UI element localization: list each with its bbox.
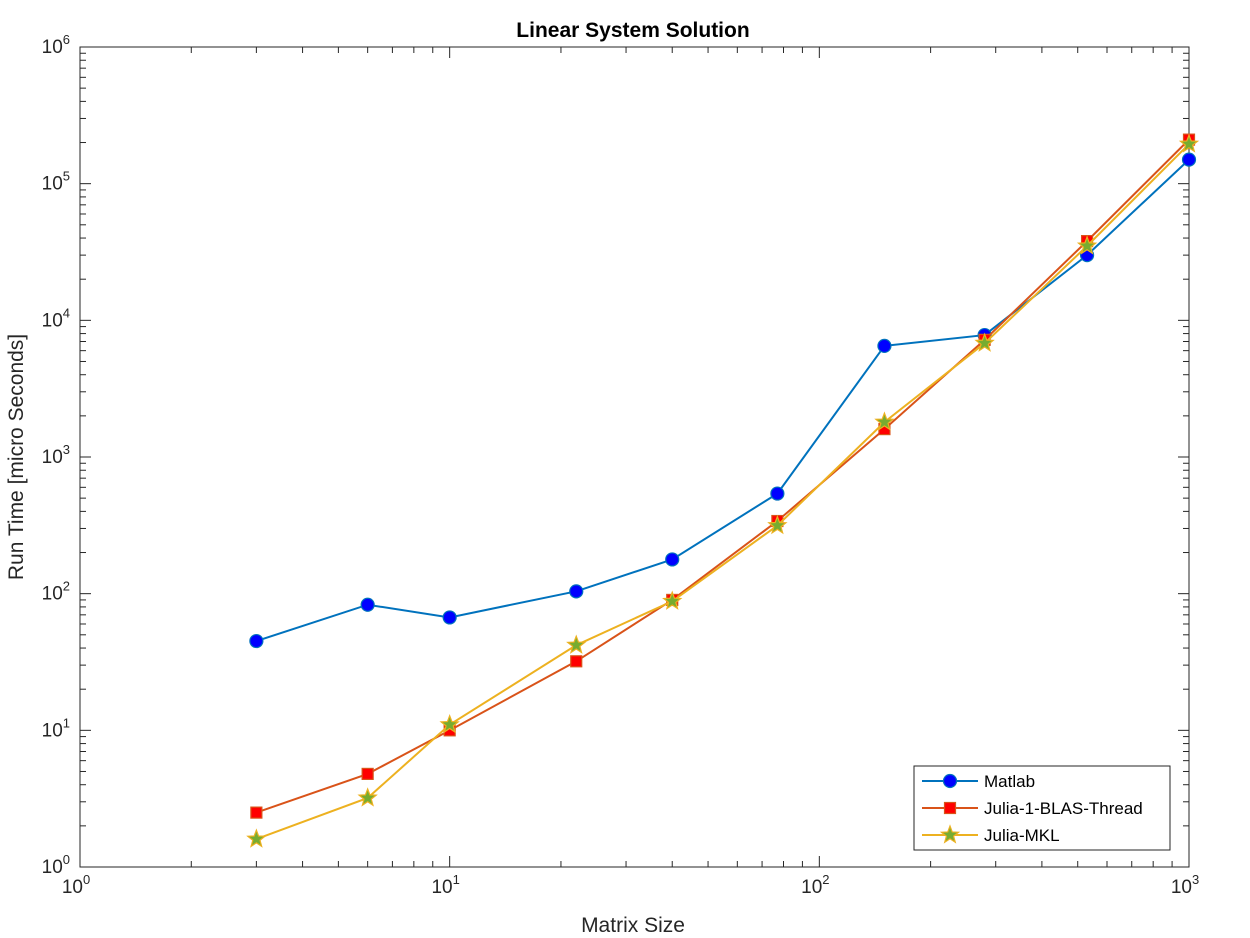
y-tick-label: 103	[42, 442, 70, 468]
x-tick-label: 103	[1171, 872, 1199, 898]
series-line	[256, 138, 1190, 814]
data-point	[1178, 133, 1200, 153]
y-tick-label: 102	[42, 579, 70, 605]
series-group	[246, 133, 1200, 848]
legend: Matlab Julia-1-BLAS-Thread Julia-MKL	[913, 765, 1171, 851]
legend-entry: Julia-1-BLAS-Thread	[984, 799, 1143, 818]
legend-entry: Matlab	[984, 772, 1035, 791]
data-point	[357, 787, 378, 807]
data-point	[570, 655, 583, 668]
chart-title: Linear System Solution	[516, 19, 749, 42]
data-point	[360, 597, 375, 612]
x-axis-label: Matrix Size	[581, 914, 685, 937]
data-point	[250, 806, 263, 819]
data-point	[1076, 235, 1098, 255]
data-point	[770, 486, 785, 501]
data-point	[662, 590, 683, 610]
y-tick-label: 106	[42, 32, 70, 58]
x-tick-label: 101	[431, 872, 459, 898]
legend-marker	[942, 773, 958, 789]
data-point	[1181, 152, 1197, 167]
y-axis-label: Run Time [micro Seconds]	[5, 334, 28, 580]
y-tick-label: 100	[42, 852, 70, 878]
tick-labels: 100 101 102 103 100 101 102 103 104 105 106	[42, 32, 1200, 898]
x-tick-label: 100	[62, 872, 90, 898]
y-tick-label: 101	[42, 715, 70, 741]
y-tick-label: 105	[42, 169, 70, 195]
legend-marker	[943, 801, 957, 815]
series-3	[246, 133, 1200, 848]
data-point	[249, 633, 264, 649]
data-point	[767, 514, 788, 535]
legend-marker	[939, 824, 961, 844]
data-point	[439, 713, 460, 734]
data-point	[566, 634, 587, 654]
x-tick-label: 102	[801, 872, 829, 898]
data-point	[874, 411, 895, 431]
data-point	[569, 584, 584, 599]
data-point	[665, 552, 680, 567]
data-point	[877, 338, 892, 354]
plot-area	[79, 46, 1190, 868]
series-line	[256, 143, 1190, 841]
data-point	[361, 767, 374, 780]
data-point	[974, 332, 995, 352]
y-tick-label: 104	[42, 305, 70, 331]
data-point	[442, 610, 457, 625]
data-point	[246, 828, 267, 848]
axis-ticks	[79, 46, 1190, 868]
legend-entry: Julia-MKL	[984, 826, 1060, 845]
